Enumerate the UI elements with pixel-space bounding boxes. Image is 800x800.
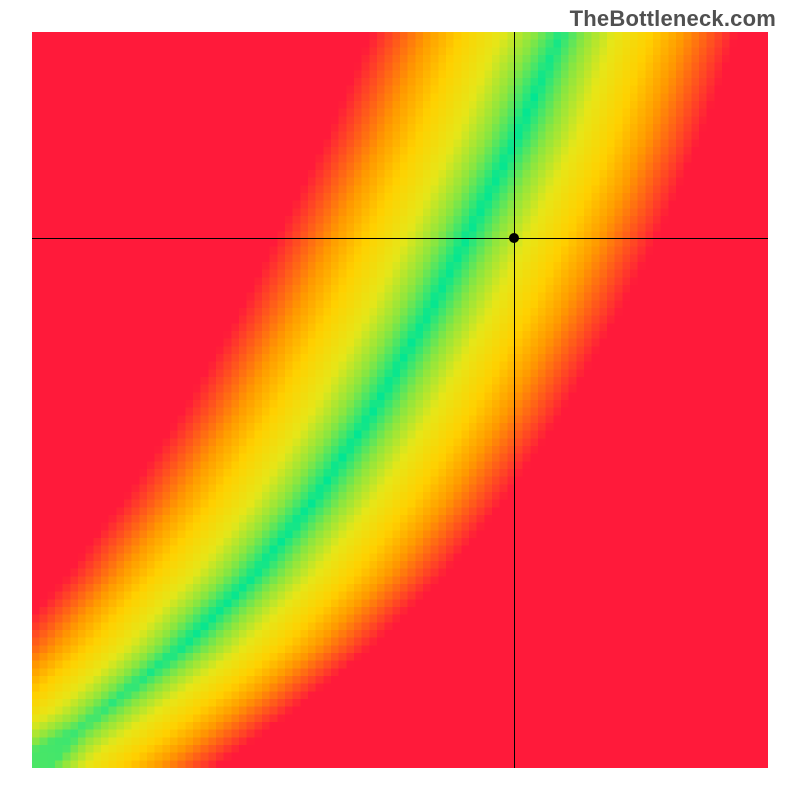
heatmap-plot: [32, 32, 768, 768]
watermark-text: TheBottleneck.com: [570, 6, 776, 32]
crosshair-vertical: [514, 32, 515, 768]
crosshair-horizontal: [32, 238, 768, 239]
crosshair-marker-dot: [509, 233, 519, 243]
heatmap-canvas: [32, 32, 768, 768]
